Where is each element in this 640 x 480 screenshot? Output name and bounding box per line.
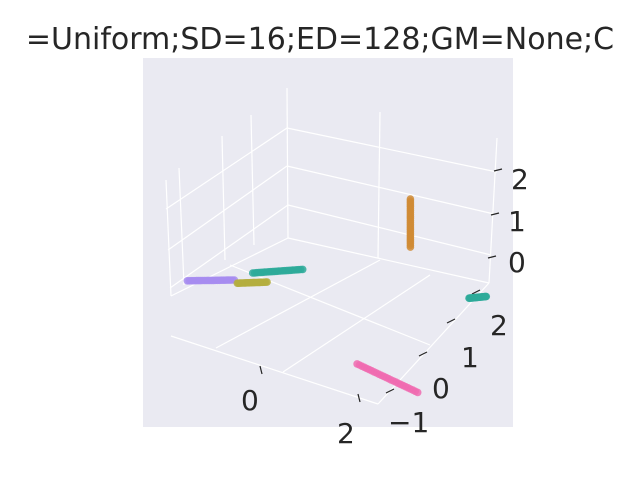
svg-text:2: 2 [337,417,355,450]
y-tick-neg1: −1 [385,388,429,439]
svg-text:0: 0 [241,384,259,417]
y-tick-2: 2 [471,289,508,342]
data-points [183,195,491,397]
z-tick-1: 1 [490,205,526,238]
x-tick-0: 0 [241,365,263,417]
x-axis-ticks: 0 2 [241,365,361,450]
svg-text:0: 0 [432,372,450,405]
data-point-series-4 [263,278,271,286]
x-tick-2: 2 [337,393,361,450]
y-tick-0: 0 [418,351,450,405]
z-axis-ticks: 0 1 2 [487,163,529,279]
data-point-series-0 [406,243,415,251]
svg-text:−1: −1 [388,406,429,439]
svg-text:2: 2 [511,163,529,196]
plot-background [143,58,513,427]
svg-text:2: 2 [490,309,508,342]
chart-title: =Uniform;SD=16;ED=128;GM=None;C [26,22,614,57]
y-axis-ticks: −1 0 1 2 [385,289,508,439]
z-tick-0: 0 [487,246,526,279]
back-pane-gridlines [165,87,498,405]
data-point-series-2 [413,388,422,397]
svg-text:1: 1 [508,205,526,238]
svg-text:0: 0 [508,246,526,279]
data-point-series-1 [482,292,491,301]
svg-text:1: 1 [461,341,479,374]
z-tick-2: 2 [493,163,529,196]
data-point-series-5 [298,265,307,274]
y-tick-1: 1 [446,318,479,374]
